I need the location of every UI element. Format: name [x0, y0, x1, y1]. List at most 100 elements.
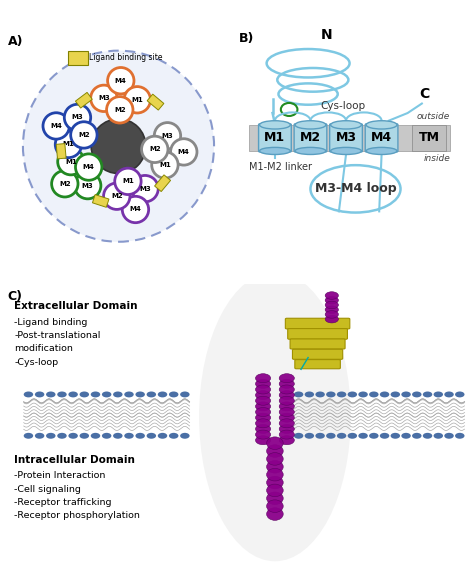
Circle shape	[169, 391, 178, 397]
Ellipse shape	[266, 445, 283, 457]
Ellipse shape	[266, 508, 283, 521]
Ellipse shape	[255, 436, 271, 445]
Circle shape	[142, 136, 168, 163]
Text: M2: M2	[78, 132, 90, 138]
Ellipse shape	[279, 402, 294, 411]
Text: M1: M1	[63, 141, 74, 148]
Text: -Protein Interaction: -Protein Interaction	[14, 471, 106, 480]
FancyBboxPatch shape	[92, 195, 109, 207]
Text: M4: M4	[115, 78, 127, 84]
Ellipse shape	[255, 402, 271, 411]
Circle shape	[91, 119, 146, 174]
FancyBboxPatch shape	[292, 349, 343, 360]
Circle shape	[136, 433, 145, 439]
Circle shape	[146, 433, 156, 439]
Circle shape	[347, 433, 357, 439]
Circle shape	[369, 433, 379, 439]
Ellipse shape	[255, 379, 271, 389]
FancyBboxPatch shape	[365, 124, 398, 152]
Ellipse shape	[266, 477, 283, 489]
Circle shape	[71, 122, 97, 148]
Circle shape	[434, 433, 443, 439]
Text: -Receptor trafficking: -Receptor trafficking	[14, 498, 112, 507]
Text: M3: M3	[98, 96, 110, 101]
Circle shape	[294, 391, 303, 397]
Circle shape	[107, 97, 133, 123]
FancyBboxPatch shape	[67, 50, 88, 65]
Circle shape	[102, 433, 111, 439]
Circle shape	[434, 391, 443, 397]
Text: -Cys-loop: -Cys-loop	[14, 357, 58, 367]
Text: M2: M2	[114, 107, 126, 113]
Text: A): A)	[8, 35, 23, 48]
Ellipse shape	[279, 373, 294, 383]
Circle shape	[169, 433, 178, 439]
Circle shape	[132, 175, 158, 202]
Ellipse shape	[255, 413, 271, 422]
Ellipse shape	[279, 396, 294, 405]
Text: M4: M4	[129, 207, 141, 212]
Circle shape	[315, 391, 325, 397]
Ellipse shape	[266, 437, 283, 449]
Text: M3-M4 loop: M3-M4 loop	[315, 182, 396, 195]
Text: M3: M3	[139, 186, 151, 192]
Circle shape	[108, 68, 134, 94]
Circle shape	[80, 391, 89, 397]
Circle shape	[57, 433, 67, 439]
Text: C: C	[419, 87, 429, 101]
Circle shape	[326, 391, 336, 397]
Circle shape	[380, 391, 389, 397]
Circle shape	[455, 391, 465, 397]
Ellipse shape	[279, 419, 294, 428]
Circle shape	[103, 183, 130, 210]
Circle shape	[146, 391, 156, 397]
Circle shape	[55, 131, 82, 157]
Ellipse shape	[266, 460, 283, 473]
Text: -Ligand binding: -Ligand binding	[14, 318, 88, 327]
Ellipse shape	[330, 120, 361, 129]
Circle shape	[180, 391, 190, 397]
Circle shape	[46, 433, 55, 439]
Circle shape	[412, 433, 421, 439]
Ellipse shape	[255, 424, 271, 434]
Circle shape	[326, 433, 336, 439]
Circle shape	[315, 433, 325, 439]
Text: -Cell signaling: -Cell signaling	[14, 485, 81, 493]
Text: B): B)	[239, 32, 255, 45]
Text: M3: M3	[162, 133, 173, 139]
FancyBboxPatch shape	[288, 329, 347, 339]
Text: M4: M4	[371, 131, 392, 144]
Ellipse shape	[279, 436, 294, 445]
Circle shape	[35, 391, 45, 397]
Ellipse shape	[255, 373, 271, 383]
Text: K+: K+	[113, 153, 124, 158]
Circle shape	[80, 433, 89, 439]
Text: M1: M1	[159, 162, 171, 168]
Text: modification: modification	[14, 345, 73, 353]
FancyBboxPatch shape	[285, 318, 350, 329]
Text: Ca++: Ca++	[109, 145, 128, 151]
Ellipse shape	[255, 408, 271, 416]
Circle shape	[337, 433, 346, 439]
Text: M3: M3	[82, 182, 93, 189]
Ellipse shape	[255, 385, 271, 394]
Circle shape	[124, 391, 134, 397]
Circle shape	[347, 391, 357, 397]
Circle shape	[52, 171, 78, 197]
Circle shape	[64, 104, 91, 131]
Circle shape	[412, 391, 421, 397]
Ellipse shape	[325, 301, 338, 309]
Ellipse shape	[330, 148, 361, 155]
FancyBboxPatch shape	[295, 360, 340, 369]
Circle shape	[75, 154, 102, 180]
Ellipse shape	[325, 296, 338, 304]
Circle shape	[115, 168, 141, 195]
Text: Intracellular Domain: Intracellular Domain	[14, 455, 135, 465]
Text: M2: M2	[300, 131, 321, 144]
Ellipse shape	[266, 484, 283, 497]
Ellipse shape	[255, 391, 271, 400]
Circle shape	[43, 113, 69, 139]
Circle shape	[305, 391, 314, 397]
Ellipse shape	[266, 492, 283, 504]
Circle shape	[46, 391, 55, 397]
